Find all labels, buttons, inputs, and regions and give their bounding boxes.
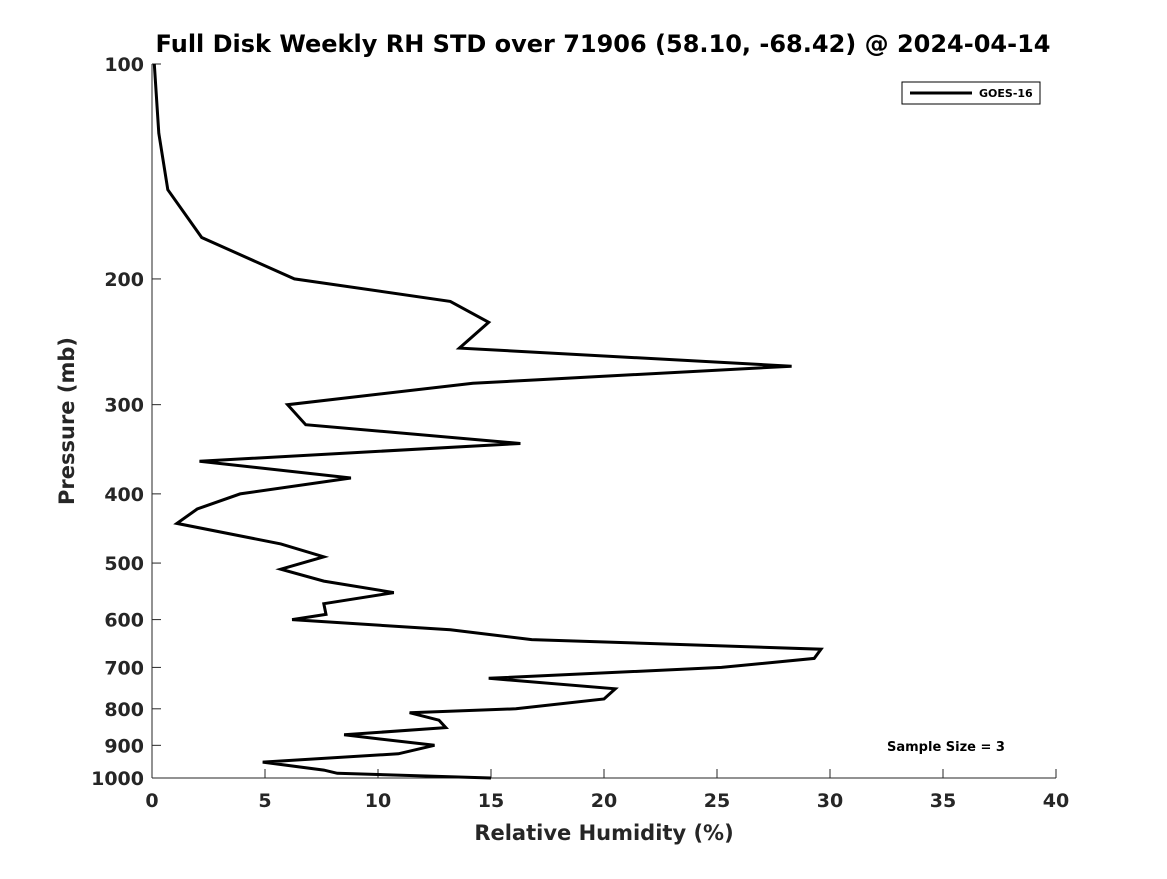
y-tick-label: 600 bbox=[104, 610, 144, 632]
legend-label-goes-16: GOES-16 bbox=[979, 87, 1033, 100]
series-layer bbox=[152, 63, 824, 780]
y-tick-label: 400 bbox=[104, 484, 144, 506]
x-tick-label: 40 bbox=[1043, 790, 1069, 812]
x-tick-label: 15 bbox=[478, 790, 504, 812]
y-tick-label: 800 bbox=[104, 699, 144, 721]
y-tick-label: 300 bbox=[104, 395, 144, 417]
x-axis-title: Relative Humidity (%) bbox=[474, 821, 733, 845]
y-tick-label: 100 bbox=[104, 54, 144, 76]
x-tick-label: 0 bbox=[145, 790, 158, 812]
x-tick-label: 20 bbox=[591, 790, 617, 812]
y-tick-label: 900 bbox=[104, 735, 144, 757]
y-tick-label: 500 bbox=[104, 553, 144, 575]
chart-title: Full Disk Weekly RH STD over 71906 (58.1… bbox=[156, 30, 1051, 58]
x-tick-label: 5 bbox=[258, 790, 271, 812]
y-tick-label: 200 bbox=[104, 269, 144, 291]
axes: 0 5 10 15 20 25 30 35 40 100 200 300 400 500 600 700 800… bbox=[91, 54, 1069, 812]
x-tick-label: 30 bbox=[817, 790, 843, 812]
sample-size-annotation: Sample Size = 3 bbox=[887, 740, 1005, 755]
y-axis-title: Pressure (mb) bbox=[55, 337, 79, 505]
x-tick-label: 25 bbox=[704, 790, 730, 812]
x-tick-label: 35 bbox=[930, 790, 956, 812]
y-tick-label: 700 bbox=[104, 657, 144, 679]
x-tick-label: 10 bbox=[365, 790, 391, 812]
y-tick-label: 1000 bbox=[91, 768, 144, 790]
legend: GOES-16 bbox=[901, 81, 1041, 105]
series-line-goes-16 bbox=[152, 63, 824, 780]
